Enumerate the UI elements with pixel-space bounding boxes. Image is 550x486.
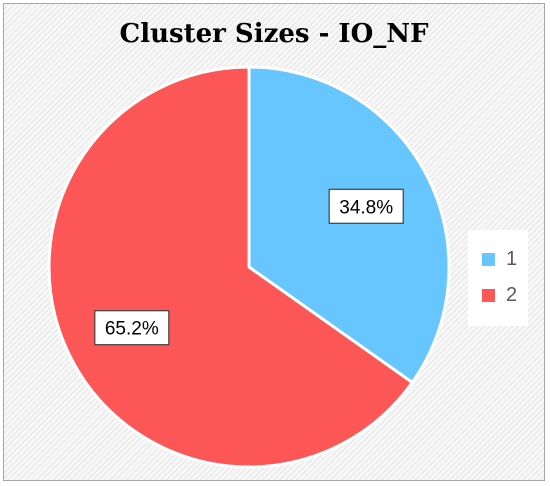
legend-item-1: 1 (482, 241, 528, 277)
data-label-1: 34.8% (328, 188, 404, 224)
data-label-text-1: 34.8% (339, 197, 393, 218)
data-label-box-1 (328, 188, 404, 224)
chart-title: Cluster Sizes - IO_NF (119, 19, 429, 49)
legend-label-1: 1 (506, 247, 518, 270)
data-label-text-2: 65.2% (105, 319, 159, 340)
legend-swatch-1 (482, 252, 495, 266)
chart-area: Cluster Sizes - IO_NF 34.8% 65.2% 1 2 (3, 3, 545, 481)
legend-item-2: 2 (482, 277, 528, 313)
legend-swatch-2 (482, 288, 495, 302)
pie-slice-1 (247, 65, 451, 385)
pie-slices (47, 65, 451, 469)
data-label-2: 65.2% (94, 310, 170, 346)
legend-label-2: 2 (506, 283, 518, 306)
data-label-box-2 (94, 310, 170, 346)
pie-chart: 34.8% 65.2% (47, 65, 451, 469)
pie-slice-2 (47, 65, 414, 469)
data-labels: 34.8% 65.2% (94, 188, 404, 346)
legend: 1 2 (468, 230, 528, 326)
